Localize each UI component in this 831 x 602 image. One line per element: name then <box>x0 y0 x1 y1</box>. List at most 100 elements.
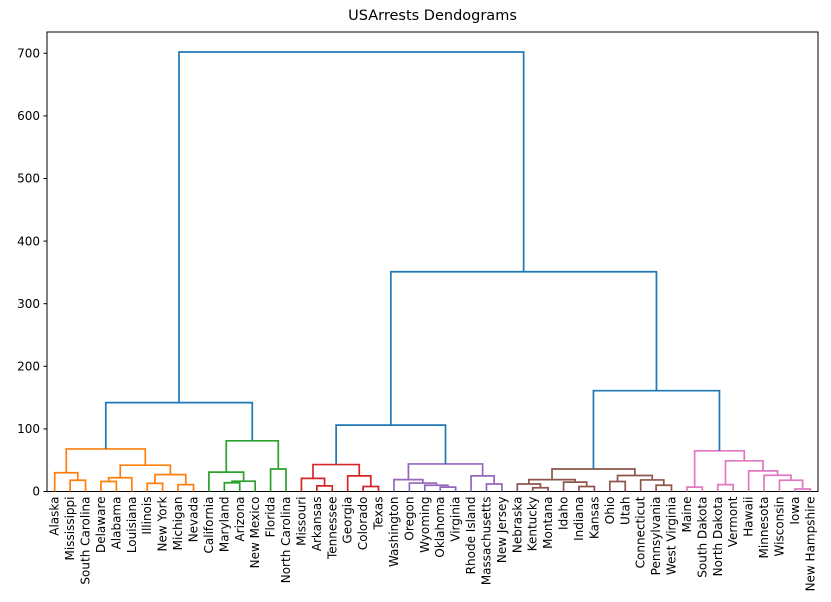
dendrogram-link <box>269 468 287 492</box>
x-leaf-label: Nevada <box>186 497 200 543</box>
x-leaf-label: Ohio <box>603 497 617 525</box>
x-leaf-label: Florida <box>264 497 278 538</box>
x-leaf-label: Connecticut <box>634 496 648 568</box>
x-leaf-label: Kentucky <box>526 497 540 552</box>
y-tick-label: 100 <box>17 422 40 436</box>
x-leaf-label: Colorado <box>356 497 370 551</box>
dendrogram-link <box>393 478 424 492</box>
x-leaf-label: South Carolina <box>79 497 93 585</box>
x-leaf-label: Alabama <box>109 497 123 550</box>
x-leaf-label: Iowa <box>788 497 802 525</box>
x-leaf-label: Montana <box>541 497 555 549</box>
dendrogram-link <box>763 474 792 492</box>
x-leaf-label: Idaho <box>557 497 571 530</box>
dendrogram-link <box>231 480 257 492</box>
dendrogram-link <box>335 424 447 465</box>
dendrogram-link <box>100 480 118 492</box>
dendrogram-link <box>439 486 457 492</box>
dendrogram-link <box>578 485 596 492</box>
dendrogram-link <box>316 485 334 492</box>
dendrogram-link <box>362 485 380 492</box>
dendrogram-link <box>716 483 735 492</box>
x-leaf-label: West Virginia <box>665 497 679 576</box>
x-leaf-label: Massachusetts <box>479 496 493 585</box>
y-tick-label: 500 <box>17 172 40 186</box>
dendrogram-link <box>531 486 549 492</box>
dendrogram-link <box>177 483 195 492</box>
x-leaf-label: Oregon <box>402 497 416 541</box>
y-tick-label: 200 <box>17 359 40 373</box>
dendrogram-link <box>300 477 326 492</box>
x-leaf-label: Washington <box>387 497 401 568</box>
x-leaf-label: Michigan <box>171 497 185 551</box>
x-leaf-label: New Jersey <box>495 497 509 564</box>
plot-border <box>46 31 819 492</box>
y-tick-label: 400 <box>17 234 40 248</box>
x-leaf-label: California <box>202 497 216 554</box>
x-leaf-label: Pennsylvania <box>649 497 663 576</box>
dendrogram-link <box>225 439 280 473</box>
x-leaf-label: Maine <box>680 497 694 533</box>
y-tick-label: 300 <box>17 297 40 311</box>
x-leaf-label: North Dakota <box>711 497 725 577</box>
dendrogram-link <box>346 474 372 492</box>
dendrogram-link <box>608 480 627 492</box>
x-leaf-label: Kansas <box>587 497 601 539</box>
dendrogram-link <box>794 488 812 492</box>
dendrogram-link <box>516 483 542 492</box>
dendrogram-link <box>389 270 658 426</box>
x-leaf-label: Indiana <box>572 497 586 541</box>
dendrogram-link <box>592 389 721 469</box>
x-leaf-label: Georgia <box>341 497 355 544</box>
x-leaf-label: South Dakota <box>695 497 709 578</box>
y-tick-label: 0 <box>32 485 40 499</box>
y-tick-label: 600 <box>17 109 40 123</box>
dendrogram-link <box>778 479 804 492</box>
dendrogram-link <box>686 486 704 492</box>
x-leaf-label: Texas <box>372 497 386 531</box>
dendrogram-link <box>408 482 438 492</box>
x-leaf-label: Vermont <box>726 496 740 547</box>
dendrogram-link <box>693 449 746 488</box>
x-leaf-label: Missouri <box>294 497 308 546</box>
x-leaf-label: Arizona <box>233 497 247 542</box>
dendrogram-link <box>423 484 449 492</box>
dendrogram-link <box>69 479 87 492</box>
x-leaf-label: New Hampshire <box>803 497 817 592</box>
dendrogram-link <box>178 51 525 403</box>
x-leaf-label: New Mexico <box>248 497 262 569</box>
dendrogram-link <box>485 483 503 492</box>
x-leaf-label: Rhode Island <box>464 497 478 575</box>
dendrogram-link <box>146 482 164 492</box>
dendrogram-link <box>655 484 673 492</box>
chart-title: USArrests Dendograms <box>348 8 517 24</box>
dendrogram-link <box>724 459 764 485</box>
dendrogram-link <box>107 476 133 492</box>
x-leaf-label: Tennessee <box>325 497 339 561</box>
x-leaf-label: Maryland <box>217 497 231 553</box>
dendrogram-link <box>104 401 254 449</box>
x-leaf-label: Wyoming <box>418 497 432 553</box>
x-leaf-label: Mississippi <box>63 497 77 561</box>
x-leaf-label: Delaware <box>94 497 108 554</box>
dendrogram-link <box>119 464 172 478</box>
dendrogram-link <box>528 478 576 484</box>
dendrogram-link <box>223 481 241 492</box>
x-leaf-label: Hawaii <box>742 497 756 537</box>
y-tick-label: 700 <box>17 46 40 60</box>
dendrogram-link <box>53 471 79 492</box>
x-leaf-label: Minnesota <box>757 497 771 559</box>
dendrogram-link <box>551 468 636 480</box>
x-leaf-label: Utah <box>618 497 632 525</box>
x-leaf-label: Louisiana <box>125 497 139 554</box>
dendrogram-link <box>747 469 779 492</box>
x-leaf-label: Arkansas <box>310 497 324 552</box>
x-leaf-label: North Carolina <box>279 497 293 584</box>
x-leaf-label: Alaska <box>48 497 62 536</box>
x-leaf-label: Nebraska <box>510 497 524 554</box>
dendrogram-link <box>562 481 588 492</box>
x-leaf-label: Wisconsin <box>772 497 786 557</box>
x-leaf-label: Oklahoma <box>433 497 447 558</box>
